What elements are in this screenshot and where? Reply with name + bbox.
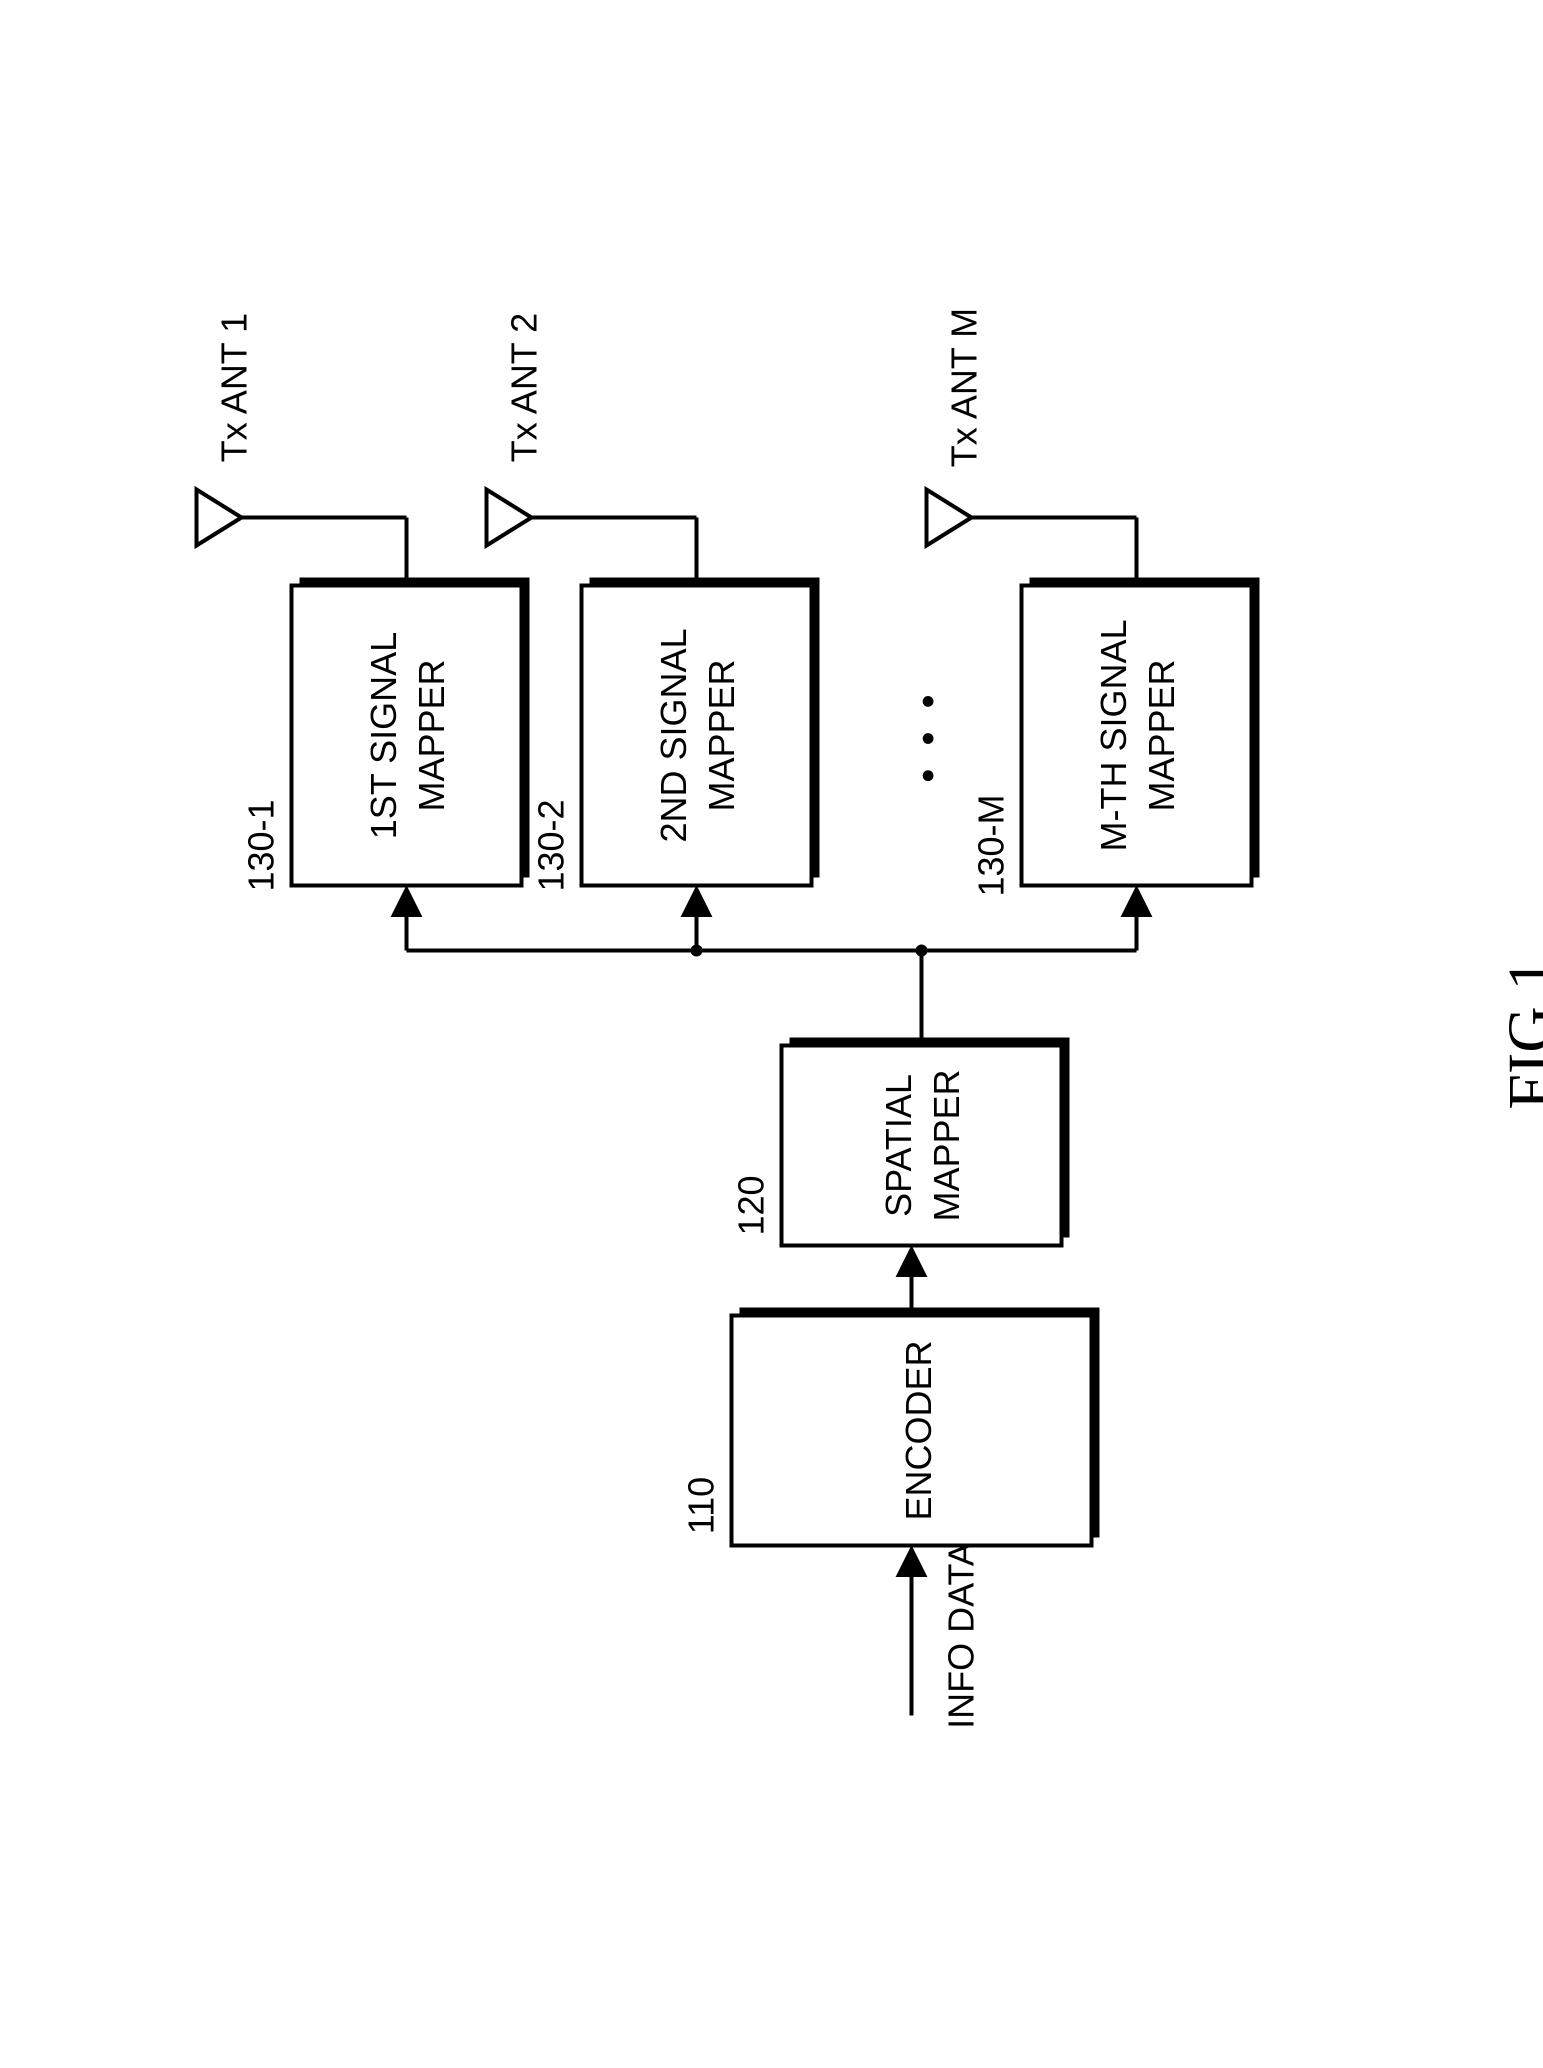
diagram-root: INFO DATAENCODER110SPATIALMAPPER1201ST S…: [197, 308, 1543, 1729]
svg-text:110: 110: [681, 1477, 722, 1534]
svg-text:MAPPER: MAPPER: [1141, 659, 1182, 811]
svg-text:120: 120: [731, 1175, 772, 1235]
ellipsis: • • •: [907, 688, 951, 782]
svg-text:ENCODER: ENCODER: [898, 1340, 939, 1520]
svg-text:SPATIAL: SPATIAL: [878, 1074, 919, 1217]
input-label: INFO DATA: [941, 1542, 982, 1729]
svg-text:MAPPER: MAPPER: [701, 659, 742, 811]
svg-text:Tx ANT M: Tx ANT M: [944, 308, 985, 467]
svg-text:MAPPER: MAPPER: [411, 659, 452, 811]
svg-text:2ND SIGNAL: 2ND SIGNAL: [653, 628, 694, 842]
svg-text:M-TH SIGNAL: M-TH SIGNAL: [1093, 619, 1134, 851]
svg-text:130-M: 130-M: [971, 794, 1012, 896]
svg-text:MAPPER: MAPPER: [926, 1069, 967, 1221]
svg-text:1ST SIGNAL: 1ST SIGNAL: [363, 632, 404, 839]
svg-text:Tx ANT 2: Tx ANT 2: [504, 313, 545, 462]
svg-text:Tx ANT 1: Tx ANT 1: [214, 313, 255, 462]
svg-text:130-2: 130-2: [531, 799, 572, 891]
svg-text:130-1: 130-1: [241, 799, 282, 891]
figure-number: FIG.1: [1495, 958, 1543, 1109]
